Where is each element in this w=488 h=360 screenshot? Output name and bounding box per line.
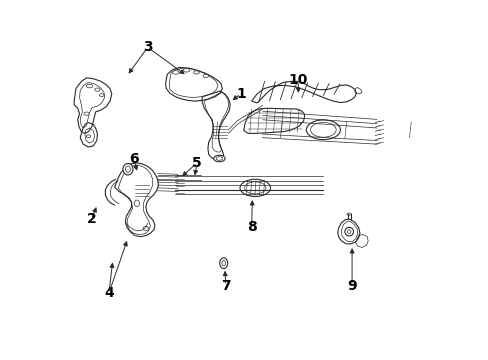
Ellipse shape (222, 261, 225, 266)
Text: 10: 10 (288, 73, 307, 87)
Ellipse shape (306, 120, 340, 140)
Text: 1: 1 (236, 87, 245, 101)
Ellipse shape (86, 84, 93, 88)
Ellipse shape (193, 71, 199, 74)
Text: 3: 3 (142, 40, 152, 54)
Text: 4: 4 (104, 286, 114, 300)
Ellipse shape (216, 157, 222, 160)
Text: 7: 7 (221, 279, 230, 293)
Ellipse shape (125, 166, 130, 172)
Ellipse shape (84, 112, 89, 115)
Ellipse shape (346, 213, 351, 215)
Ellipse shape (95, 88, 100, 91)
Text: 9: 9 (346, 279, 356, 293)
Circle shape (346, 230, 350, 233)
Text: 5: 5 (192, 156, 202, 170)
Text: 2: 2 (86, 212, 96, 226)
Text: 8: 8 (246, 220, 256, 234)
Ellipse shape (183, 68, 189, 72)
Ellipse shape (99, 94, 104, 96)
Ellipse shape (310, 122, 335, 137)
Ellipse shape (213, 155, 224, 162)
Text: 6: 6 (129, 152, 139, 166)
Circle shape (344, 227, 353, 236)
Ellipse shape (143, 226, 148, 230)
Ellipse shape (219, 258, 227, 269)
Ellipse shape (203, 75, 208, 78)
Ellipse shape (240, 179, 270, 197)
Ellipse shape (122, 163, 133, 175)
Ellipse shape (134, 200, 139, 207)
Ellipse shape (172, 71, 179, 74)
Ellipse shape (244, 182, 265, 194)
Ellipse shape (86, 135, 90, 138)
